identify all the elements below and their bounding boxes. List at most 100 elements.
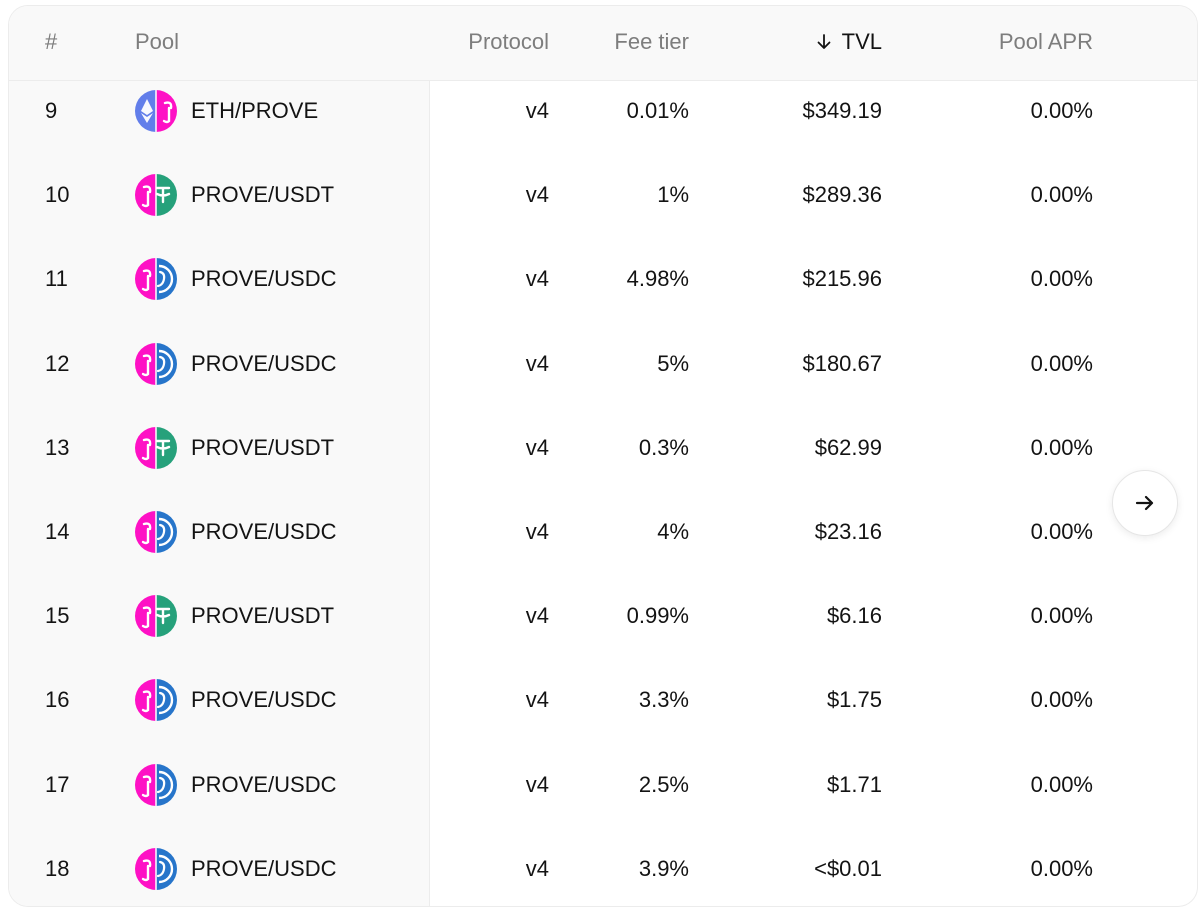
sticky-columns-background (9, 6, 430, 906)
pool-name: ETH/PROVE (191, 98, 319, 123)
prove-usdc-pair-icon (135, 679, 177, 721)
prove-usdc-pair-icon (135, 848, 177, 890)
pool-apr-cell: 0.00% (1030, 98, 1093, 123)
eth-prove-pair-icon (135, 90, 177, 132)
row-index: 18 (45, 856, 70, 881)
row-index: 17 (45, 772, 70, 797)
pool-name: PROVE/USDT (191, 603, 335, 628)
pool-cell[interactable]: PROVE/USDC (135, 258, 336, 300)
table-row[interactable]: 15 PROVE/USDT v4 0.99% $6.16 0.00% (9, 595, 1197, 686)
prove-usdt-pair-icon (135, 174, 177, 216)
protocol-cell: v4 (525, 351, 549, 376)
header-protocol[interactable]: Protocol (468, 29, 549, 54)
header-tvl[interactable]: TVL (814, 28, 882, 56)
pool-cell[interactable]: PROVE/USDC (135, 848, 336, 890)
pool-apr-cell: 0.00% (1030, 603, 1093, 628)
scroll-right-button[interactable] (1112, 470, 1178, 536)
table-row[interactable]: 18 PROVE/USDC v4 3.9% <$0.01 0.00% (9, 848, 1197, 906)
pool-cell[interactable]: PROVE/USDT (135, 174, 334, 216)
tvl-cell: $6.16 (826, 603, 882, 628)
table-row[interactable]: 9 ETH/PROVE v4 0.01% $349.19 0.00% (9, 90, 1197, 181)
protocol-cell: v4 (525, 98, 549, 123)
fee-tier-cell: 3.3% (638, 687, 689, 712)
row-index: 14 (45, 519, 70, 544)
pools-table: # Pool Protocol Fee tier TVL Pool APR 9 E… (8, 5, 1198, 907)
header-pool: Pool (135, 29, 180, 54)
table-header (9, 6, 1197, 81)
tvl-cell: $215.96 (802, 266, 882, 291)
pool-apr-cell: 0.00% (1030, 519, 1093, 544)
pool-cell[interactable]: PROVE/USDC (135, 679, 336, 721)
pool-cell[interactable]: PROVE/USDC (135, 343, 336, 385)
pool-name: PROVE/USDT (191, 435, 335, 460)
arrow-right-icon (1135, 495, 1154, 511)
protocol-cell: v4 (525, 519, 549, 544)
tvl-cell: <$0.01 (814, 856, 882, 881)
header-pool-apr[interactable]: Pool APR (998, 29, 1093, 54)
pool-apr-cell: 0.00% (1030, 772, 1093, 797)
header-index: # (45, 29, 58, 54)
row-index: 15 (45, 603, 70, 628)
pool-name: PROVE/USDC (191, 687, 337, 712)
table-row[interactable]: 12 PROVE/USDC v4 5% $180.67 0.00% (9, 343, 1197, 434)
pool-name: PROVE/USDC (191, 351, 337, 376)
row-index: 12 (45, 351, 70, 376)
fee-tier-cell: 4% (657, 519, 689, 544)
row-index: 13 (45, 435, 70, 460)
pool-cell[interactable]: PROVE/USDT (135, 427, 334, 469)
tvl-cell: $1.75 (826, 687, 882, 712)
tvl-cell: $62.99 (814, 435, 882, 460)
tvl-cell: $1.71 (826, 772, 882, 797)
pool-apr-cell: 0.00% (1030, 182, 1093, 207)
fee-tier-cell: 0.01% (626, 98, 689, 123)
tvl-cell: $23.16 (814, 519, 882, 544)
arrow-down-icon (817, 34, 831, 49)
prove-usdc-pair-icon (135, 343, 177, 385)
table-row[interactable]: 14 PROVE/USDC v4 4% $23.16 0.00% (9, 511, 1197, 602)
pool-cell[interactable]: PROVE/USDT (135, 595, 334, 637)
protocol-cell: v4 (525, 435, 549, 460)
header-tvl-label: TVL (841, 29, 882, 54)
protocol-cell: v4 (525, 266, 549, 291)
pool-name: PROVE/USDC (191, 266, 337, 291)
prove-usdt-pair-icon (135, 427, 177, 469)
pool-name: PROVE/USDC (191, 856, 337, 881)
pool-apr-cell: 0.00% (1030, 435, 1093, 460)
row-index: 11 (45, 266, 68, 291)
fee-tier-cell: 3.9% (638, 856, 689, 881)
pool-cell[interactable]: ETH/PROVE (135, 90, 318, 132)
protocol-cell: v4 (525, 772, 549, 797)
pool-apr-cell: 0.00% (1030, 266, 1093, 291)
prove-usdt-pair-icon (135, 595, 177, 637)
protocol-cell: v4 (525, 603, 549, 628)
tvl-cell: $349.19 (802, 98, 882, 123)
tvl-cell: $180.67 (802, 351, 882, 376)
pool-apr-cell: 0.00% (1030, 856, 1093, 881)
table-row[interactable]: 10 PROVE/USDT v4 1% $289.36 0.00% (9, 174, 1197, 265)
row-index: 9 (45, 98, 58, 123)
header-fee-tier[interactable]: Fee tier (614, 29, 689, 54)
protocol-cell: v4 (525, 687, 549, 712)
table-row[interactable]: 11 PROVE/USDC v4 4.98% $215.96 0.00% (9, 258, 1197, 349)
prove-usdc-pair-icon (135, 764, 177, 806)
row-index: 16 (45, 687, 70, 712)
prove-usdc-pair-icon (135, 511, 177, 553)
prove-usdc-pair-icon (135, 258, 177, 300)
tvl-cell: $289.36 (802, 182, 882, 207)
pool-name: PROVE/USDT (191, 182, 335, 207)
pool-name: PROVE/USDC (191, 519, 337, 544)
table-row[interactable]: 16 PROVE/USDC v4 3.3% $1.75 0.00% (9, 679, 1197, 770)
table-row[interactable]: 13 PROVE/USDT v4 0.3% $62.99 0.00% (9, 427, 1197, 518)
protocol-cell: v4 (525, 856, 549, 881)
fee-tier-cell: 0.99% (626, 603, 689, 628)
pool-apr-cell: 0.00% (1030, 351, 1093, 376)
fee-tier-cell: 1% (657, 182, 689, 207)
pool-apr-cell: 0.00% (1030, 687, 1093, 712)
pool-cell[interactable]: PROVE/USDC (135, 511, 336, 553)
row-index: 10 (45, 182, 70, 207)
pool-name: PROVE/USDC (191, 772, 337, 797)
table-row[interactable]: 17 PROVE/USDC v4 2.5% $1.71 0.00% (9, 764, 1197, 855)
pool-cell[interactable]: PROVE/USDC (135, 764, 336, 806)
fee-tier-cell: 0.3% (638, 435, 689, 460)
fee-tier-cell: 5% (657, 351, 689, 376)
